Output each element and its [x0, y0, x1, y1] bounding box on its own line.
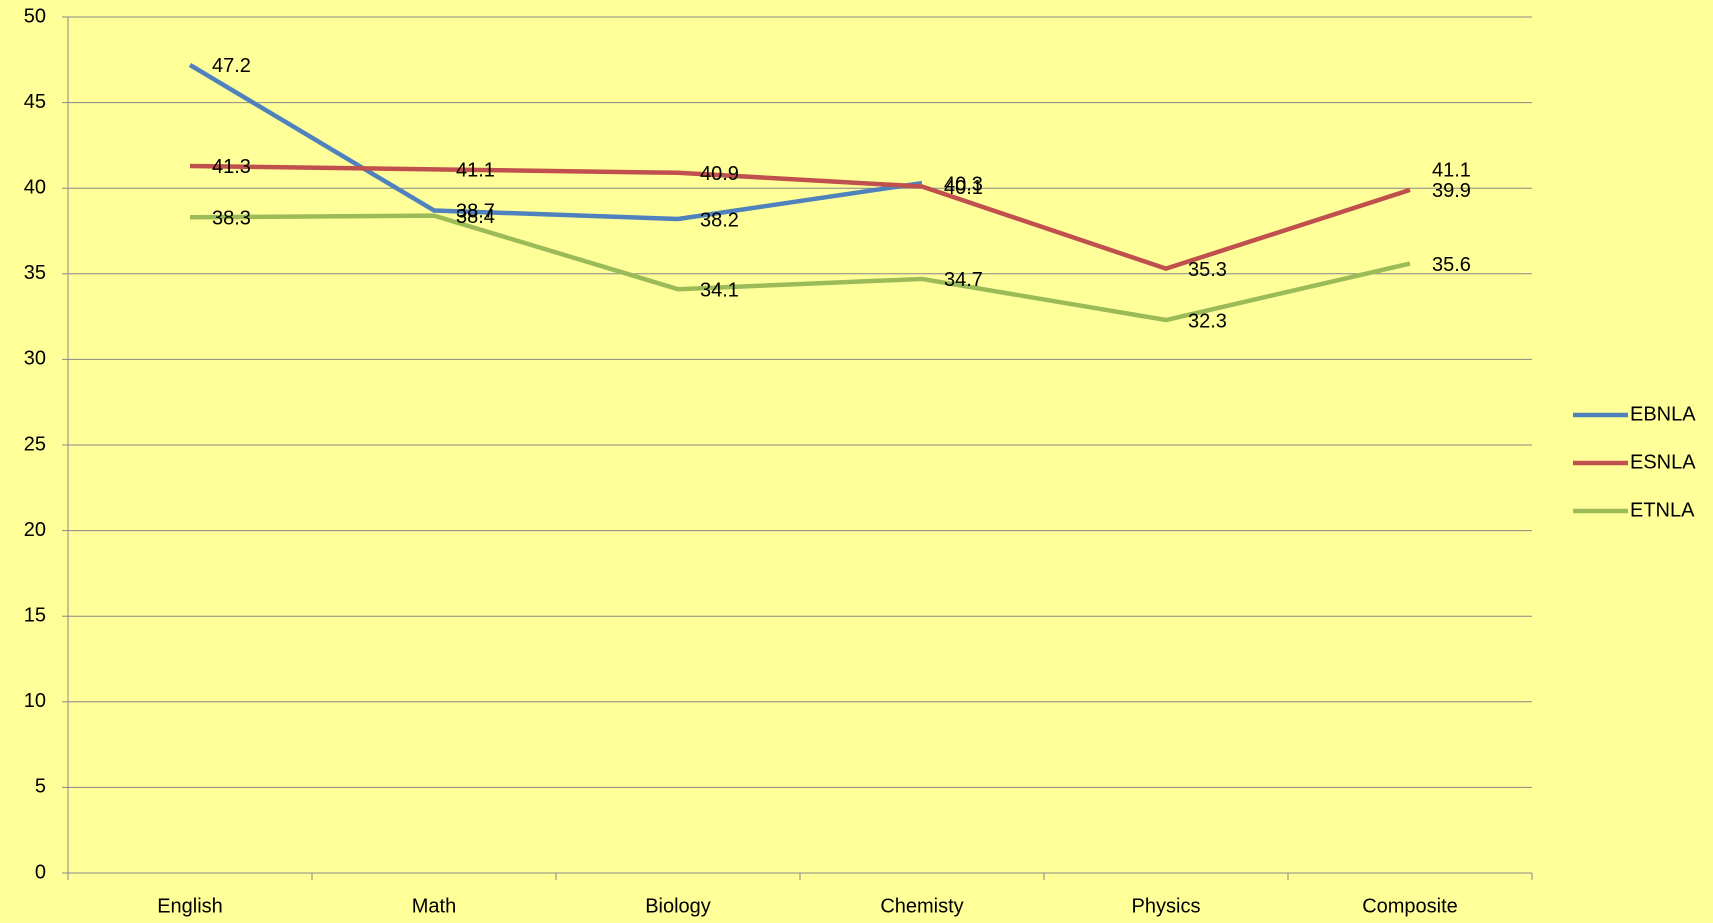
legend-label: ESNLA	[1630, 451, 1696, 473]
x-tick-label: Physics	[1132, 895, 1201, 917]
data-label: 41.1	[456, 160, 495, 182]
data-label: 40.1	[944, 177, 983, 199]
y-tick-label: 20	[24, 519, 46, 541]
legend-label: EBNLA	[1630, 403, 1696, 425]
data-label: 39.9	[1432, 180, 1471, 202]
y-tick-label: 10	[24, 690, 46, 712]
data-label: 40.9	[700, 163, 739, 185]
legend-label: ETNLA	[1630, 499, 1695, 521]
x-tick-label: English	[157, 895, 223, 917]
y-tick-label: 35	[24, 262, 46, 284]
y-tick-label: 45	[24, 91, 46, 113]
data-label: 35.3	[1188, 259, 1227, 281]
data-label: 38.2	[700, 209, 739, 231]
y-tick-label: 0	[35, 861, 46, 883]
series-line	[189, 163, 1411, 271]
x-tick-label: Chemisty	[880, 895, 963, 917]
y-tick-label: 50	[24, 5, 46, 27]
data-label: 38.4	[456, 206, 495, 228]
y-tick-label: 5	[35, 776, 46, 798]
data-label: 38.7	[456, 201, 495, 223]
series-line	[189, 213, 1411, 323]
y-tick-label: 30	[24, 348, 46, 370]
data-label: 32.3	[1188, 310, 1227, 332]
y-tick-label: 15	[24, 604, 46, 626]
data-label: 38.3	[212, 208, 251, 230]
data-label: 41.3	[212, 156, 251, 178]
x-tick-label: Composite	[1362, 895, 1458, 917]
data-label: 47.2	[212, 55, 251, 77]
data-label: 40.3	[944, 173, 983, 195]
data-label: 34.1	[700, 279, 739, 301]
y-tick-label: 40	[24, 176, 46, 198]
x-tick-label: Math	[412, 895, 456, 917]
x-tick-label: Biology	[645, 895, 711, 917]
data-label: 35.6	[1432, 254, 1471, 276]
data-label: 41.1	[1432, 160, 1471, 182]
y-tick-label: 25	[24, 433, 46, 455]
data-label: 34.7	[944, 269, 983, 291]
